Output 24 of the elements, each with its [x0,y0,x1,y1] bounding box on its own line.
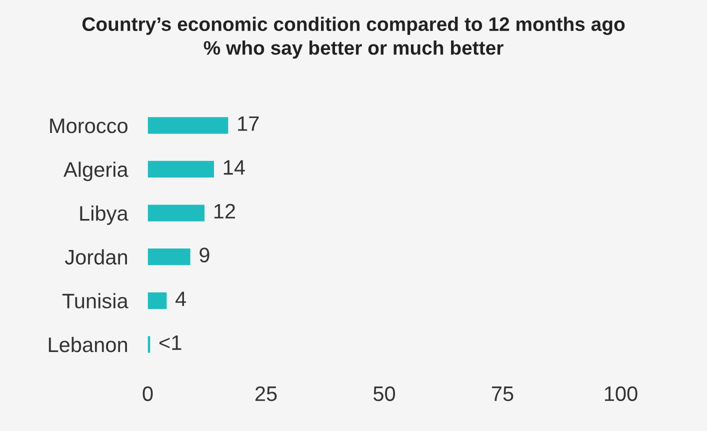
bar [148,248,190,266]
data-label: 17 [238,116,259,131]
x-tick-label: 50 [374,386,396,402]
chart-subtitle: % who say better or much better [204,40,504,59]
data-label: 14 [224,160,245,175]
data-label: 9 [200,248,210,262]
y-tick-label: Morocco [50,118,128,134]
bar [148,292,167,309]
bar [148,160,214,178]
data-label: 12 [214,204,235,218]
x-tick-label: 25 [255,386,277,402]
x-tick-label: 100 [604,386,638,402]
chart-title: Country’s economic condition compared to 12 months ago [82,16,625,35]
y-tick-label: Lebanon [48,336,127,352]
y-tick-label: Libya [80,205,128,225]
y-tick-label: Tunisia [62,293,128,308]
data-label: 4 [175,292,186,306]
x-tick-label: 0 [142,386,153,402]
bar [148,117,228,134]
y-tick-label: Algeria [64,162,128,182]
y-tick-label: Jordan [64,249,127,265]
bar [148,204,205,222]
data-label: <1 [159,336,182,350]
x-tick-label: 75 [492,386,514,402]
